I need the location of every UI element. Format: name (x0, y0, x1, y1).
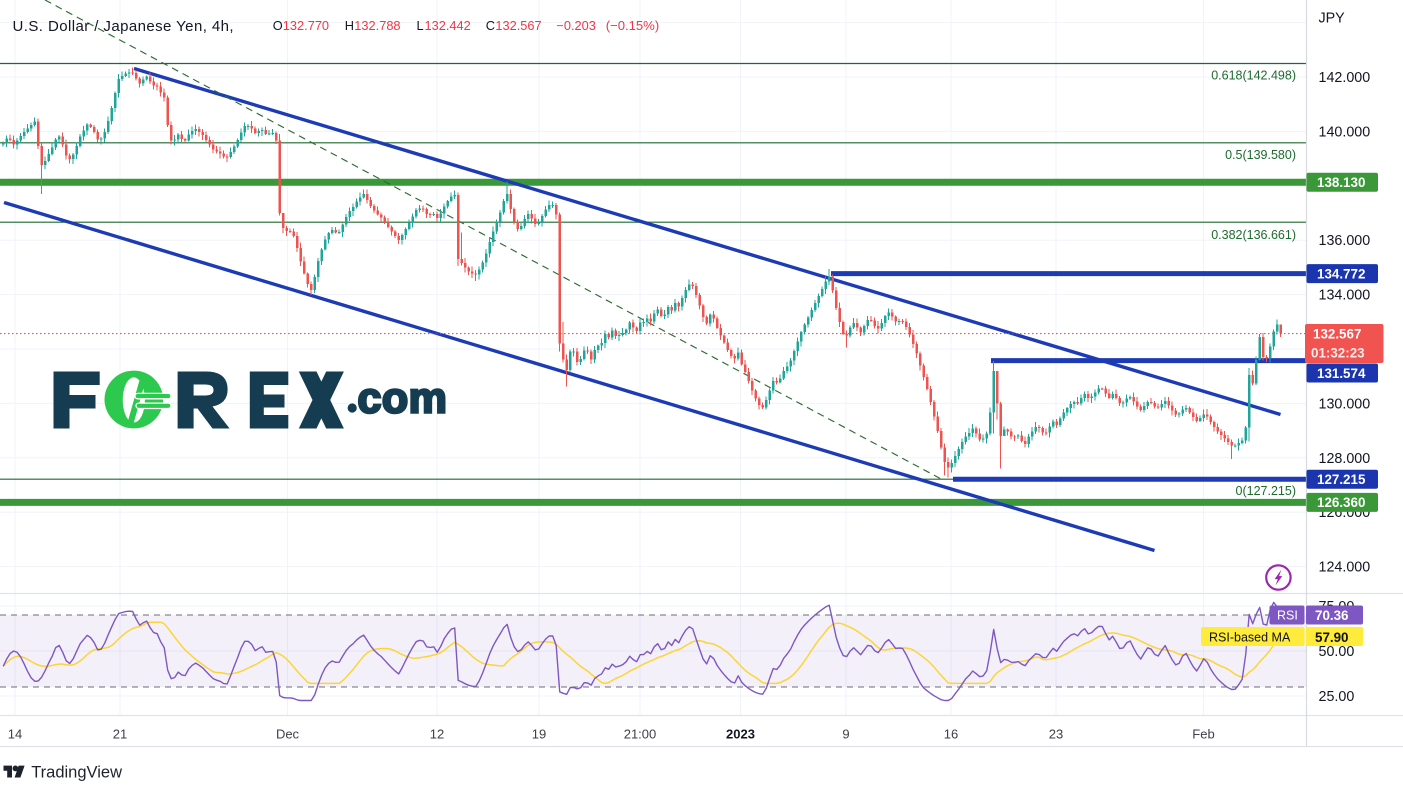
svg-text:128.000: 128.000 (1319, 451, 1371, 467)
svg-text:TradingView: TradingView (31, 764, 122, 782)
svg-text:138.130: 138.130 (1317, 175, 1365, 190)
svg-text:132.788: 132.788 (354, 18, 400, 33)
svg-text:0.382(136.661): 0.382(136.661) (1211, 228, 1296, 242)
svg-text:140.000: 140.000 (1319, 124, 1371, 140)
svg-text:U.S. Dollar / Japanese Yen, 4h: U.S. Dollar / Japanese Yen, 4h, (13, 18, 235, 35)
svg-text:142.000: 142.000 (1319, 70, 1371, 86)
svg-text:23: 23 (1049, 727, 1063, 742)
svg-text:127.215: 127.215 (1317, 472, 1366, 487)
svg-text:126.360: 126.360 (1317, 495, 1365, 510)
svg-text:RSI-based MA: RSI-based MA (1209, 630, 1291, 644)
svg-text:134.000: 134.000 (1319, 288, 1371, 304)
svg-text:132.442: 132.442 (425, 18, 471, 33)
svg-text:25.00: 25.00 (1319, 689, 1355, 705)
svg-text:132.567: 132.567 (495, 18, 541, 33)
svg-text:Dec: Dec (276, 727, 300, 742)
svg-text:21:00: 21:00 (624, 727, 657, 742)
svg-text:01:32:23: 01:32:23 (1311, 346, 1365, 361)
svg-text:C: C (486, 18, 495, 33)
svg-text:0.618(142.498): 0.618(142.498) (1211, 69, 1296, 83)
svg-text:Feb: Feb (1192, 727, 1214, 742)
svg-text:130.000: 130.000 (1319, 396, 1371, 412)
svg-text:RSI: RSI (1277, 608, 1298, 622)
svg-text:132.567: 132.567 (1313, 327, 1361, 342)
svg-text:−0.203: −0.203 (556, 18, 596, 33)
svg-text:0(127.215): 0(127.215) (1236, 484, 1296, 498)
svg-text:com: com (358, 375, 448, 423)
svg-text:132.770: 132.770 (283, 18, 329, 33)
svg-text:50.00: 50.00 (1319, 644, 1355, 660)
svg-text:131.574: 131.574 (1317, 366, 1366, 381)
svg-text:136.000: 136.000 (1319, 233, 1371, 249)
svg-text:2023: 2023 (726, 727, 755, 742)
svg-text:JPY: JPY (1319, 11, 1346, 27)
svg-text:(−0.15%): (−0.15%) (606, 18, 660, 33)
svg-text:12: 12 (430, 727, 444, 742)
svg-text:9: 9 (842, 727, 849, 742)
svg-text:L: L (417, 18, 424, 33)
svg-text:57.90: 57.90 (1315, 630, 1349, 645)
svg-text:70.36: 70.36 (1315, 608, 1349, 623)
svg-text:21: 21 (113, 727, 127, 742)
svg-text:O: O (273, 18, 283, 33)
svg-text:134.772: 134.772 (1317, 266, 1365, 281)
svg-text:19: 19 (532, 727, 546, 742)
svg-text:14: 14 (8, 727, 22, 742)
svg-text:0.5(139.580): 0.5(139.580) (1225, 148, 1296, 162)
svg-text:H: H (345, 18, 354, 33)
svg-text:124.000: 124.000 (1319, 560, 1371, 576)
svg-text:16: 16 (944, 727, 958, 742)
